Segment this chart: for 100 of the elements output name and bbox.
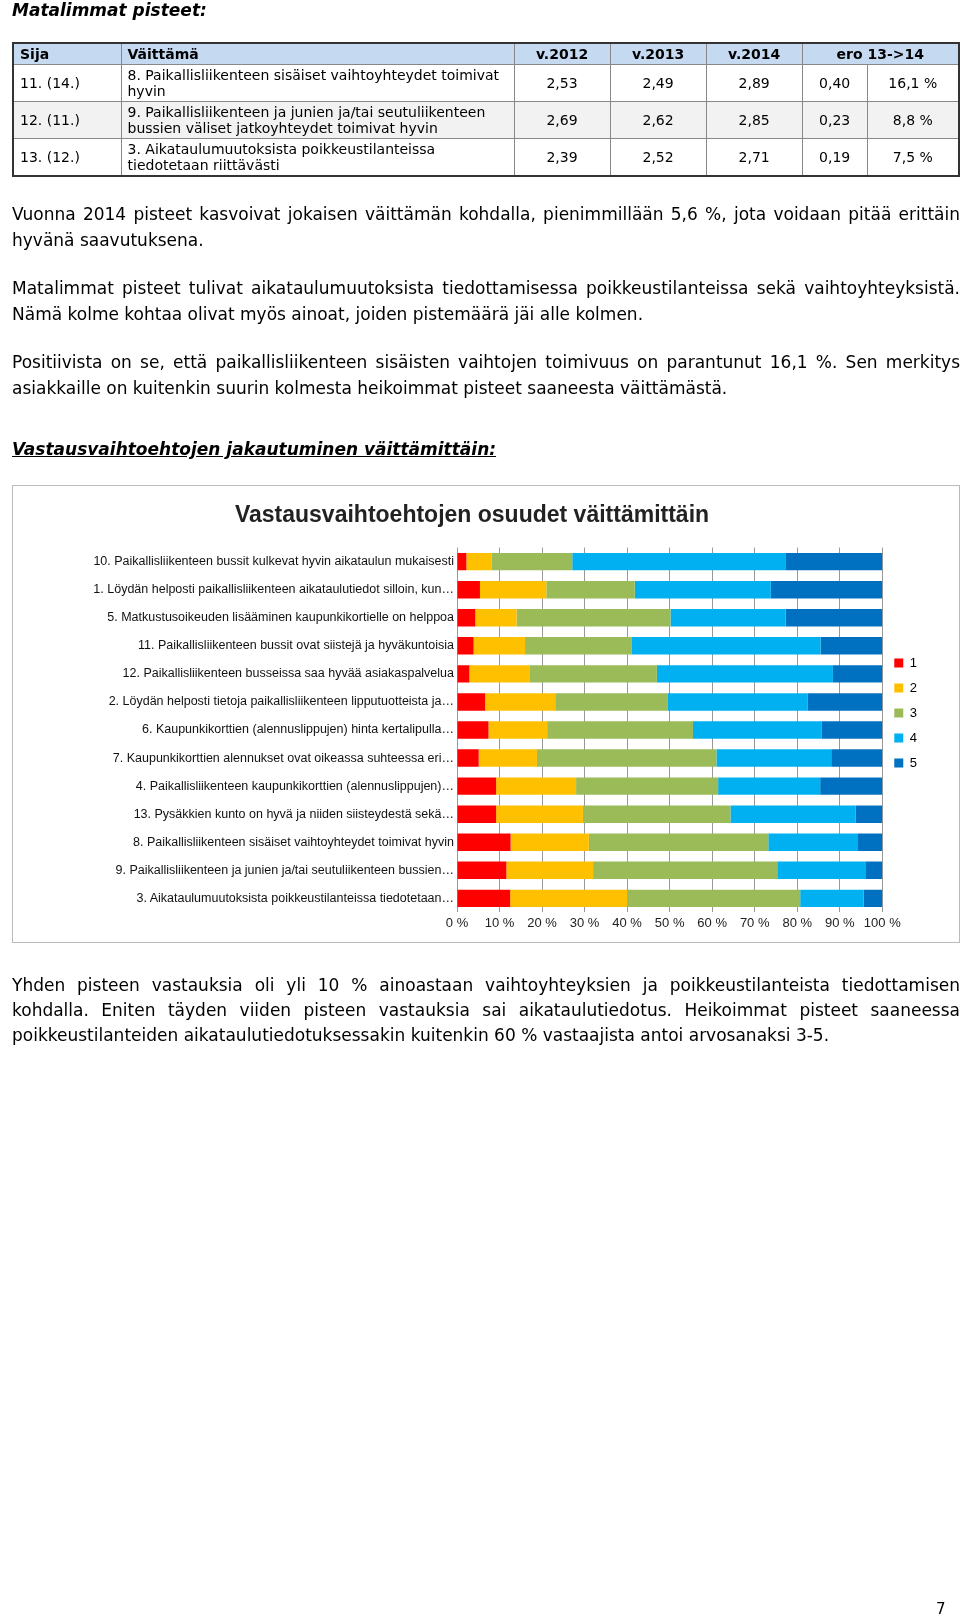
y-tick-label: 12. Paikallisliikenteen busseissa saa hyvää asiakaspalvelua bbox=[122, 666, 455, 681]
bar bbox=[496, 777, 577, 795]
bar bbox=[491, 552, 573, 571]
bar bbox=[457, 721, 489, 739]
y-tick-label: 6. Kaupunkikorttien (alennuslippujen) hinta kertalipulla… bbox=[142, 722, 454, 737]
bar bbox=[457, 665, 470, 683]
bar bbox=[457, 861, 507, 880]
bar bbox=[506, 861, 594, 880]
bar bbox=[718, 777, 821, 795]
text: Matalimmat pisteet tulivat aikataulumuutoksista tiedottamisessa poikkeustilanteissa sekä vaihtoyhteyksistä. Nämä kolme kohtaa olivat myös ainoat, joiden pistemäärä jäi alle kolmen. bbox=[12, 277, 960, 326]
legend-label: 1 bbox=[909, 654, 917, 670]
text: Sija Väittämä v.2012 v.2013 v.2014 ero 13->14 bbox=[20, 46, 925, 62]
bar bbox=[510, 833, 589, 851]
legend-label: 2 bbox=[909, 679, 917, 695]
text: 11. (14.) 8. Paikallisliikenteen sisäiset vaihtoyhteydet toimivat hyvin 2,53 2,49 2,89 0,40 16,1 % bbox=[20, 67, 938, 99]
bar bbox=[634, 580, 771, 599]
bar bbox=[777, 861, 866, 880]
text: Matalimmat pisteet: bbox=[12, 0, 208, 20]
text: 7 bbox=[936, 1600, 946, 1618]
x-tick-label: 50 % bbox=[654, 914, 685, 930]
y-tick-label: 4. Paikallisliikenteen kaupunkikorttien (alennuslippujen)… bbox=[135, 778, 454, 793]
y-tick-label: 8. Paikallisliikenteen sisäiset vaihtoyhteydet toimivat hyvin bbox=[133, 834, 455, 849]
bar bbox=[716, 749, 832, 767]
bar bbox=[768, 833, 859, 851]
bar bbox=[479, 580, 547, 599]
bar bbox=[693, 721, 822, 739]
bar bbox=[466, 552, 492, 571]
bar bbox=[555, 693, 668, 711]
bar bbox=[457, 749, 479, 767]
bar bbox=[582, 805, 731, 823]
bar bbox=[627, 889, 801, 908]
x-tick-label: 60 % bbox=[697, 914, 728, 930]
text: Yhden pisteen vastauksia oli yli 10 % ainoastaan vaihtoyhteyksien ja poikkeustilanteista tiedottamisen kohdalla. Eniten täyden viiden pisteen vastauksia sai aikataulutiedotus. Heikoimmat pisteet saaneessa poikkeustilanteiden aikataulutiedotuksessakin kuitenkin 60 % vastaajista antoi arvosanaksi 3-5. bbox=[12, 974, 960, 1047]
bar bbox=[832, 665, 883, 683]
bar bbox=[820, 777, 883, 795]
x-tick-label: 100 % bbox=[863, 914, 902, 930]
bar bbox=[588, 833, 769, 851]
bar bbox=[820, 637, 883, 655]
x-tick-label: 0 % bbox=[445, 914, 469, 930]
bar bbox=[656, 665, 833, 683]
bar bbox=[670, 609, 786, 627]
bar bbox=[821, 721, 883, 739]
bar bbox=[855, 805, 883, 823]
bar bbox=[475, 609, 517, 627]
bar bbox=[858, 833, 883, 851]
bar bbox=[457, 777, 497, 795]
bar bbox=[516, 609, 671, 627]
y-tick-label: 11. Paikallisliikenteen bussit ovat siistejä ja hyväkuntoisia bbox=[138, 638, 455, 653]
text: 12. (11.) 9. Paikallisliikenteen ja junien ja/tai seutuliikenteen bussien väliset jatkoyhteydet toimivat hyvin 2,69 2,62 2,85 0,23 8,8 % bbox=[20, 104, 933, 136]
bar bbox=[831, 749, 883, 767]
bar bbox=[667, 693, 808, 711]
text: Vastausvaihtoehtojen jakautuminen väittämittäin: bbox=[12, 439, 498, 459]
bar bbox=[800, 889, 864, 908]
bar bbox=[478, 749, 537, 767]
bar bbox=[863, 889, 883, 908]
bar bbox=[469, 665, 530, 683]
y-tick-label: 5. Matkustusoikeuden lisääminen kaupunkikortielle on helppoa bbox=[107, 610, 455, 625]
legend-label: 3 bbox=[909, 704, 917, 720]
bar bbox=[496, 805, 583, 823]
bar bbox=[488, 721, 548, 739]
x-tick-label: 10 % bbox=[484, 914, 515, 930]
y-tick-label: 13. Pysäkkien kunto on hyvä ja niiden siisteydestä sekä… bbox=[133, 806, 454, 821]
bar bbox=[457, 693, 486, 711]
bar bbox=[457, 889, 511, 908]
bar bbox=[785, 552, 883, 571]
bar bbox=[785, 609, 883, 627]
text: 13. (12.) 3. Aikataulumuutoksista poikkeustilanteissa tiedotetaan riittävästi 2,39 2,52 2,71 0,19 7,5 % bbox=[20, 141, 933, 173]
bar bbox=[457, 637, 474, 655]
y-tick-label: 10. Paikallisliikenteen bussit kulkevat hyvin aikataulun mukaisesti bbox=[93, 554, 454, 569]
x-tick-label: 40 % bbox=[612, 914, 643, 930]
bar bbox=[593, 861, 778, 880]
y-tick-label: 2. Löydän helposti tietoja paikallisliikenteen lipputuotteista ja… bbox=[108, 694, 454, 709]
x-tick-label: 20 % bbox=[527, 914, 558, 930]
x-tick-label: 70 % bbox=[739, 914, 770, 930]
bar bbox=[572, 552, 786, 571]
bar bbox=[525, 637, 632, 655]
y-tick-label: 1. Löydän helposti paikallisliikenteen aikataulutiedot silloin, kun… bbox=[93, 582, 454, 597]
x-tick-label: 80 % bbox=[782, 914, 813, 930]
bar bbox=[865, 861, 883, 880]
chart-subtitle: Vastausvaihtoehtojen osuudet väittämittäin bbox=[234, 501, 710, 528]
bar bbox=[473, 637, 526, 655]
bar bbox=[770, 580, 883, 599]
y-tick-label: 7. Kaupunkikorttien alennukset ovat oikeassa suhteessa eri… bbox=[112, 750, 454, 765]
bar bbox=[546, 580, 635, 599]
bar bbox=[457, 833, 511, 851]
bar bbox=[457, 580, 480, 599]
bar bbox=[631, 637, 821, 655]
y-tick-label: 9. Paikallisliikenteen ja junien ja/tai seutuliikenteen bussien… bbox=[115, 862, 454, 877]
bar bbox=[457, 805, 497, 823]
bar bbox=[529, 665, 657, 683]
bar bbox=[536, 749, 717, 767]
y-tick-label: 3. Aikataulumuutoksista poikkeustilanteissa tiedotetaan… bbox=[136, 890, 454, 905]
bar bbox=[547, 721, 694, 739]
bar bbox=[485, 693, 556, 711]
text: Positiivista on se, että paikallisliikenteen sisäisten vaihtojen toimivuus on parantunut 16,1 %. Sen merkitys asiakkaille on kuitenkin suurin kolmesta heikoimmat pisteet saaneesta väittämästä. bbox=[12, 351, 960, 400]
bar bbox=[807, 693, 883, 711]
bar bbox=[510, 889, 628, 908]
x-tick-label: 30 % bbox=[569, 914, 600, 930]
text: Vuonna 2014 pisteet kasvoivat jokaisen väittämän kohdalla, pienimmillään 5,6 %, jota voidaan pitää erittäin hyvänä saavutuksena. bbox=[12, 203, 960, 252]
bar bbox=[730, 805, 856, 823]
